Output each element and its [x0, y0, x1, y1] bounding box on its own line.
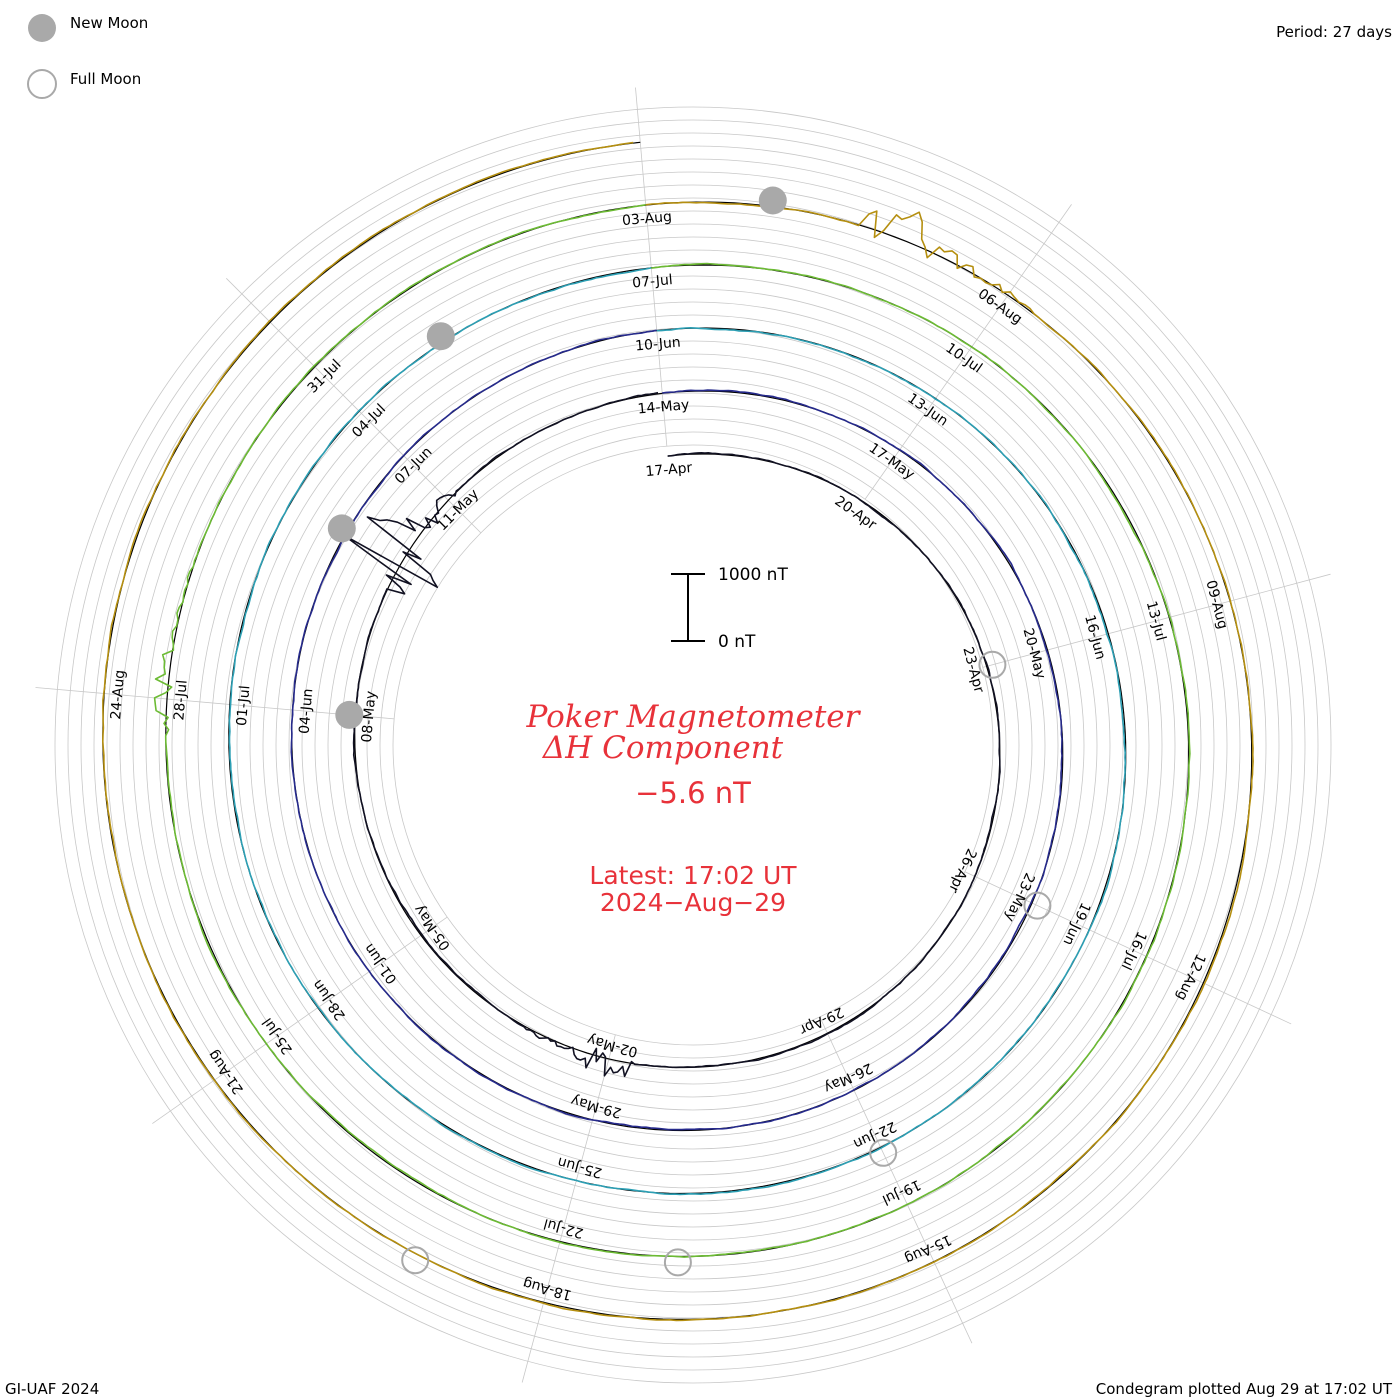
grid-ring — [392, 444, 994, 1046]
new-moon-legend-icon — [28, 14, 56, 42]
date-label: 25-Jul — [260, 1015, 296, 1057]
date-label: 08-May — [359, 690, 379, 743]
date-label: 17-May — [866, 440, 918, 483]
grid-ring — [93, 145, 1293, 1345]
full-moon-marker — [663, 1248, 692, 1277]
date-label: 13-Jun — [904, 390, 950, 429]
grid-ring — [288, 340, 1098, 1150]
grid-ring — [145, 197, 1241, 1293]
legend-full-moon-label: Full Moon — [70, 70, 141, 88]
full-moon-legend-icon — [27, 69, 57, 99]
grid-ring — [54, 106, 1332, 1384]
grid-ring — [379, 431, 1007, 1059]
day-spoke — [521, 1034, 616, 1383]
date-label: 24-Aug — [108, 669, 128, 720]
grid-ring — [223, 275, 1163, 1215]
series-14-May — [290, 329, 1063, 1131]
day-spoke — [635, 87, 668, 447]
date-label: 16-Jul — [1118, 929, 1150, 973]
new-moon-marker — [426, 322, 455, 351]
date-label: 03-Aug — [621, 209, 672, 229]
date-label: 28-Jun — [310, 976, 349, 1022]
current-value: −5.6 nT — [635, 776, 751, 810]
date-label: 14-May — [637, 397, 690, 417]
date-label: 20-Apr — [832, 493, 880, 533]
date-label: 28-Jul — [171, 679, 190, 721]
new-moon-marker — [758, 186, 787, 215]
date-label: 26-Apr — [945, 846, 979, 895]
date-label: 22-Jun — [851, 1118, 899, 1152]
grid-ring — [171, 223, 1215, 1267]
full-moon-marker — [978, 650, 1007, 679]
grid-ring — [197, 249, 1189, 1241]
grid-ring — [80, 132, 1306, 1358]
new-moon-marker — [335, 700, 364, 729]
series-07-Jul — [153, 204, 1191, 1258]
grid-ring — [119, 171, 1267, 1319]
grid-ring — [236, 288, 1150, 1202]
series-17-Apr — [342, 391, 1001, 1078]
day-spoke — [819, 1016, 973, 1344]
new-moon-marker — [327, 514, 356, 543]
grid-ring — [327, 379, 1059, 1111]
period-label: Period: 27 days — [1276, 23, 1392, 41]
grid-ring — [340, 392, 1046, 1098]
grid-ring — [366, 418, 1020, 1072]
date-label: 23-May — [1001, 870, 1037, 924]
date-label: 26-May — [821, 1059, 875, 1095]
data-series — [102, 141, 1254, 1322]
scale-top-label: 1000 nT — [718, 565, 788, 585]
latest-time: Latest: 17:02 UT — [589, 861, 797, 890]
series-10-Jun — [228, 267, 1127, 1196]
date-label: 13-Jul — [1143, 599, 1169, 642]
credit-label: GI-UAF 2024 — [5, 1380, 99, 1398]
date-label: 22-Jul — [542, 1215, 585, 1241]
legend: New Moon Full Moon — [27, 14, 148, 99]
date-label: 19-Jul — [880, 1176, 924, 1208]
date-label: 01-Jun — [361, 940, 400, 986]
date-label: 19-Jun — [1060, 900, 1094, 948]
grid-ring — [184, 236, 1202, 1254]
full-moon-marker — [869, 1138, 898, 1167]
legend-new-moon-label: New Moon — [70, 14, 148, 32]
day-spoke — [982, 573, 1331, 668]
grid-ring — [249, 301, 1137, 1189]
day-spoke — [35, 687, 395, 720]
day-spoke — [964, 871, 1292, 1025]
grid-rings — [54, 106, 1332, 1384]
date-label: 10-Jun — [635, 335, 682, 355]
moon-markers — [327, 186, 1052, 1277]
date-label: 29-Apr — [797, 1003, 846, 1037]
day-spoke — [152, 916, 448, 1124]
date-label: 17-Apr — [645, 460, 693, 480]
full-moon-marker — [1023, 891, 1052, 920]
latest-date: 2024−Aug−29 — [600, 888, 786, 917]
scale-bar: 1000 nT 0 nT — [671, 565, 788, 652]
grid-ring — [262, 314, 1124, 1176]
series-03-Aug — [102, 141, 1254, 1322]
date-label: 10-Jul — [943, 340, 985, 376]
date-label: 01-Jul — [234, 685, 253, 727]
chart-title: Poker Magnetometer — [526, 699, 862, 735]
grid-ring — [106, 158, 1280, 1332]
scale-bottom-label: 0 nT — [718, 632, 756, 652]
plotted-label: Condegram plotted Aug 29 at 17:02 UT — [1096, 1380, 1393, 1398]
grid-ring — [158, 210, 1228, 1280]
grid-ring — [314, 366, 1072, 1124]
date-label: 04-Jun — [297, 688, 317, 735]
full-moon-marker — [401, 1246, 430, 1275]
date-label: 15-Aug — [902, 1231, 954, 1267]
chart-subtitle: ΔH Component — [542, 730, 784, 766]
date-label: 07-Jul — [632, 272, 674, 291]
grid-ring — [301, 353, 1085, 1137]
grid-ring — [210, 262, 1176, 1228]
grid-ring — [67, 119, 1319, 1371]
